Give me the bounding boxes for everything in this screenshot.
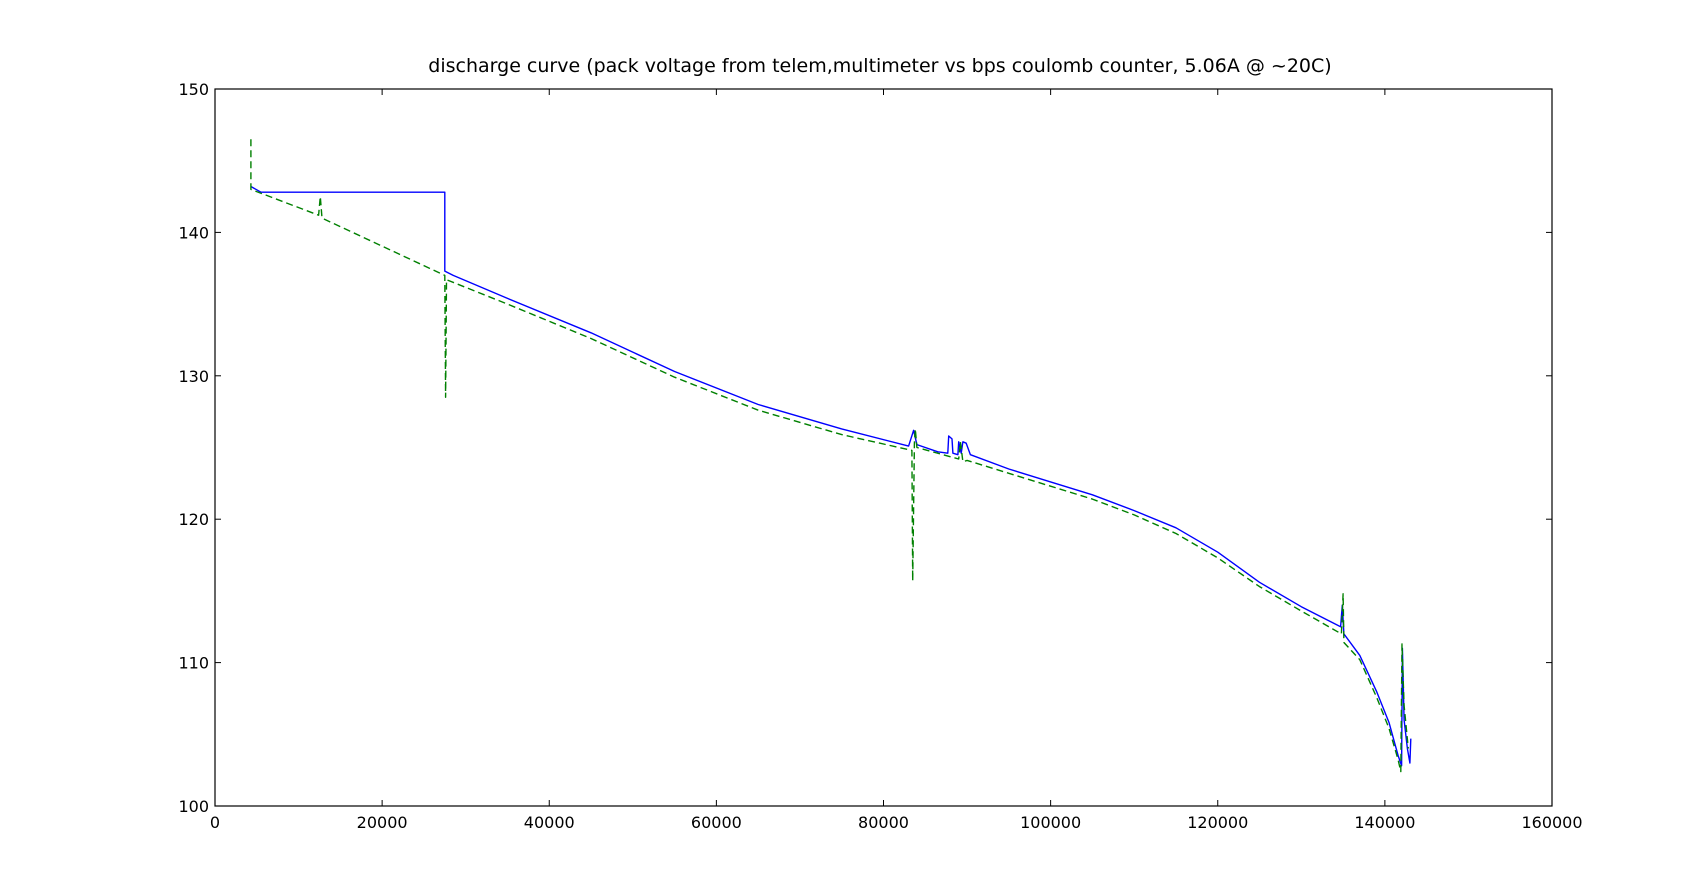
- series-line-1: [250, 185, 1412, 767]
- y-tick-label: 100: [178, 797, 209, 816]
- x-tick-label: 40000: [524, 813, 575, 832]
- x-tick-label: 160000: [1521, 813, 1582, 832]
- y-axis: 100 110 120 130 140 150: [178, 80, 1552, 816]
- y-tick-label: 120: [178, 510, 209, 529]
- x-tick-label: 100000: [1020, 813, 1081, 832]
- x-tick-label: 20000: [357, 813, 408, 832]
- plot-area: [214, 88, 1553, 807]
- x-tick-label: 120000: [1187, 813, 1248, 832]
- chart-title: discharge curve (pack voltage from telem…: [428, 55, 1331, 77]
- y-tick-label: 110: [178, 654, 209, 673]
- x-axis: 0 20000 40000 60000 80000 100000 120000 140000 1…: [210, 89, 1583, 832]
- series-group: [250, 139, 1412, 773]
- series-line-2: [250, 139, 1409, 773]
- x-tick-label: 60000: [691, 813, 742, 832]
- x-tick-label: 140000: [1354, 813, 1415, 832]
- x-tick-label: 80000: [858, 813, 909, 832]
- y-tick-label: 130: [178, 367, 209, 386]
- x-tick-label: 0: [210, 813, 220, 832]
- y-tick-label: 150: [178, 80, 209, 99]
- y-tick-label: 140: [178, 223, 209, 242]
